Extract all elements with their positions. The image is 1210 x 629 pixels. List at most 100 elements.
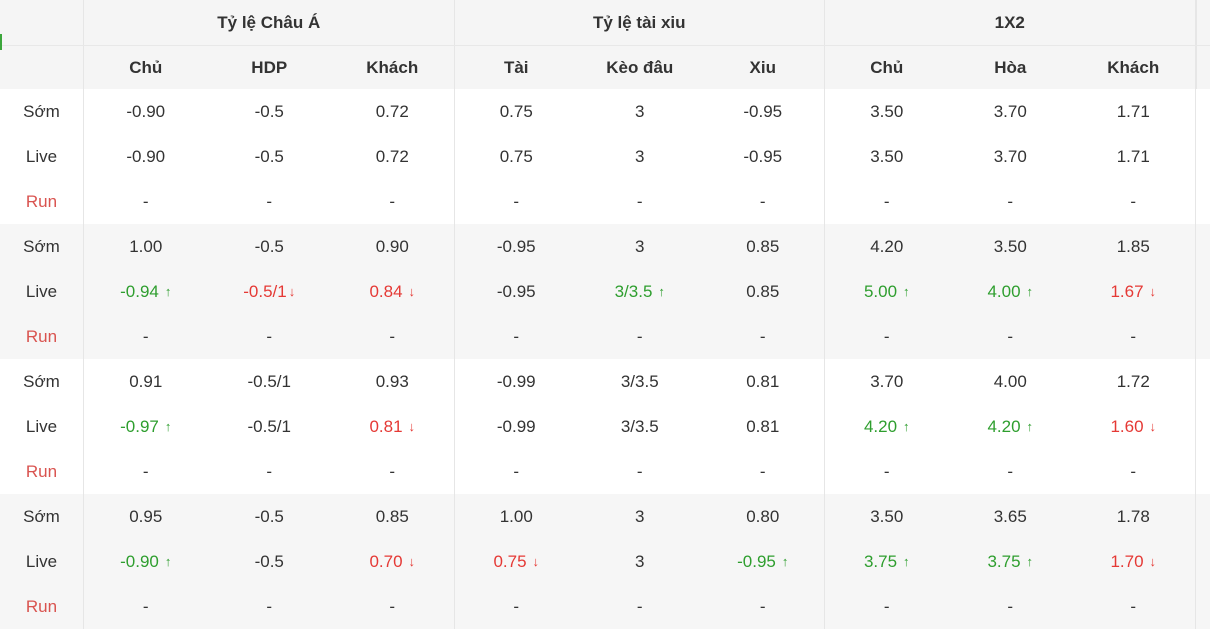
odds-value: -0.95: [743, 101, 783, 121]
column-header-row: Chủ HDP Khách Tài Kèo đâu Xiu Chủ Hòa Kh…: [0, 45, 1210, 89]
live-label: Live: [0, 404, 84, 449]
odds-cell-under: -0.95: [702, 134, 825, 179]
odds-value: -: [759, 191, 766, 211]
odds-value: 0.80: [746, 506, 780, 526]
odds-cell-under: -: [702, 584, 825, 629]
run-label[interactable]: Run: [0, 179, 84, 224]
row-tail: [1196, 539, 1206, 584]
odds-value: 1.72: [1116, 371, 1150, 391]
odds-cell-under: -: [702, 179, 825, 224]
odds-cell-1x2-away: 1.85: [1072, 224, 1196, 269]
odds-value: -0.5: [254, 101, 284, 121]
odds-cell-hdp: -0.5: [208, 134, 332, 179]
run-label[interactable]: Run: [0, 314, 84, 359]
odds-value: 0.91: [129, 371, 163, 391]
row-tail: [1196, 224, 1206, 269]
odds-value: 1.71: [1116, 101, 1150, 121]
early-row: Sớm 0.91 -0.5/1 0.93 -0.99 3/3.5 0.81 3.70 4.00 1…: [0, 359, 1210, 404]
odds-cell-under: 0.80: [702, 494, 825, 539]
arrow-up-icon: ↑: [1026, 419, 1034, 434]
arrow-down-icon: ↓: [1149, 284, 1157, 299]
arrow-up-icon: ↑: [164, 554, 172, 569]
odds-value: -: [513, 326, 520, 346]
col-header-draw: Hòa: [994, 57, 1027, 77]
odds-cell-line: 3: [578, 539, 702, 584]
odds-value: -0.5/1: [247, 371, 291, 391]
odds-value: -: [759, 596, 766, 616]
odds-cell-hdp: -0.5: [208, 89, 332, 134]
odds-value: 3/3.5: [620, 416, 659, 436]
odds-cell-asian-away: 0.84 ↓: [331, 269, 455, 314]
odds-value: 0.85: [746, 281, 780, 301]
odds-cell-asian-home: -0.90: [84, 89, 208, 134]
odds-cell-asian-away: 0.85: [331, 494, 455, 539]
odds-cell-over: -: [455, 179, 579, 224]
odds-cell-line: -: [578, 179, 702, 224]
odds-cell-over: 0.75 ↓: [455, 539, 579, 584]
odds-cell-line: -: [578, 449, 702, 494]
odds-value: 0.90: [375, 236, 409, 256]
run-label[interactable]: Run: [0, 584, 84, 629]
odds-value: -: [389, 596, 396, 616]
odds-value: -: [1007, 326, 1014, 346]
arrow-up-icon: ↑: [903, 554, 910, 569]
odds-value: -0.95: [496, 281, 536, 301]
odds-value: 3: [635, 551, 645, 571]
odds-cell-under: 0.81: [702, 404, 825, 449]
col-header-asian-home: Chủ: [129, 57, 163, 77]
odds-cell-draw: -: [949, 314, 1073, 359]
odds-value: -0.90: [126, 146, 166, 166]
odds-value: -: [1007, 191, 1014, 211]
live-label: Live: [0, 269, 84, 314]
odds-value: -0.5: [254, 551, 284, 571]
odds-cell-under: 0.85: [702, 224, 825, 269]
odds-cell-line: 3: [578, 134, 702, 179]
live-row: Live -0.90 ↑ -0.5 0.70 ↓ 0.75 ↓ 3 -0.95 ↑ 3.75 ↑ 3.75…: [0, 539, 1210, 584]
run-label[interactable]: Run: [0, 449, 84, 494]
odds-cell-1x2-away: -: [1072, 314, 1196, 359]
odds-value: -: [636, 191, 643, 211]
odds-value: 3.65: [993, 506, 1027, 526]
row-tail: [1196, 449, 1206, 494]
odds-value: 1.60: [1110, 416, 1144, 436]
odds-cell-draw: 3.70: [949, 134, 1073, 179]
odds-value: 0.70: [369, 551, 403, 571]
arrow-down-icon: ↓: [288, 284, 296, 299]
odds-value: -: [1007, 596, 1014, 616]
odds-value: -0.99: [496, 371, 536, 391]
odds-value: -0.5: [254, 236, 284, 256]
odds-cell-over: -0.99: [455, 359, 579, 404]
odds-cell-1x2-away: 1.67 ↓: [1072, 269, 1196, 314]
odds-value: -: [759, 461, 766, 481]
odds-value: -: [1007, 461, 1014, 481]
odds-value: -0.5: [254, 506, 284, 526]
odds-cell-1x2-away: -: [1072, 584, 1196, 629]
corner-cell-sub: [0, 46, 84, 89]
odds-value: -: [142, 461, 149, 481]
odds-value: -: [513, 191, 520, 211]
odds-value: 1.00: [129, 236, 163, 256]
odds-cell-1x2-home: -: [825, 314, 949, 359]
odds-value: -: [266, 326, 273, 346]
arrow-down-icon: ↓: [408, 554, 416, 569]
odds-cell-line: 3: [578, 224, 702, 269]
arrow-up-icon: ↑: [1026, 284, 1034, 299]
odds-cell-draw: -: [949, 584, 1073, 629]
odds-value: 3/3.5: [620, 371, 659, 391]
odds-value: 1.67: [1110, 281, 1144, 301]
early-row: Sớm 1.00 -0.5 0.90 -0.95 3 0.85 4.20 3.50 1.85: [0, 224, 1210, 269]
odds-value: -: [142, 596, 149, 616]
odds-cell-hdp: -0.5: [208, 224, 332, 269]
row-tail: [1196, 359, 1206, 404]
live-row: Live -0.90 -0.5 0.72 0.75 3 -0.95 3.50 3.70 1.71: [0, 134, 1210, 179]
group-title-asian: Tỷ lệ Châu Á: [84, 0, 455, 45]
odds-value: 1.00: [499, 506, 533, 526]
odds-value: 4.20: [870, 236, 904, 256]
odds-value: 0.81: [746, 371, 780, 391]
odds-value: -: [142, 326, 149, 346]
odds-cell-over: -0.95: [455, 269, 579, 314]
odds-value: -: [389, 191, 396, 211]
odds-value: 0.81: [369, 416, 403, 436]
odds-cell-asian-away: 0.70 ↓: [331, 539, 455, 584]
